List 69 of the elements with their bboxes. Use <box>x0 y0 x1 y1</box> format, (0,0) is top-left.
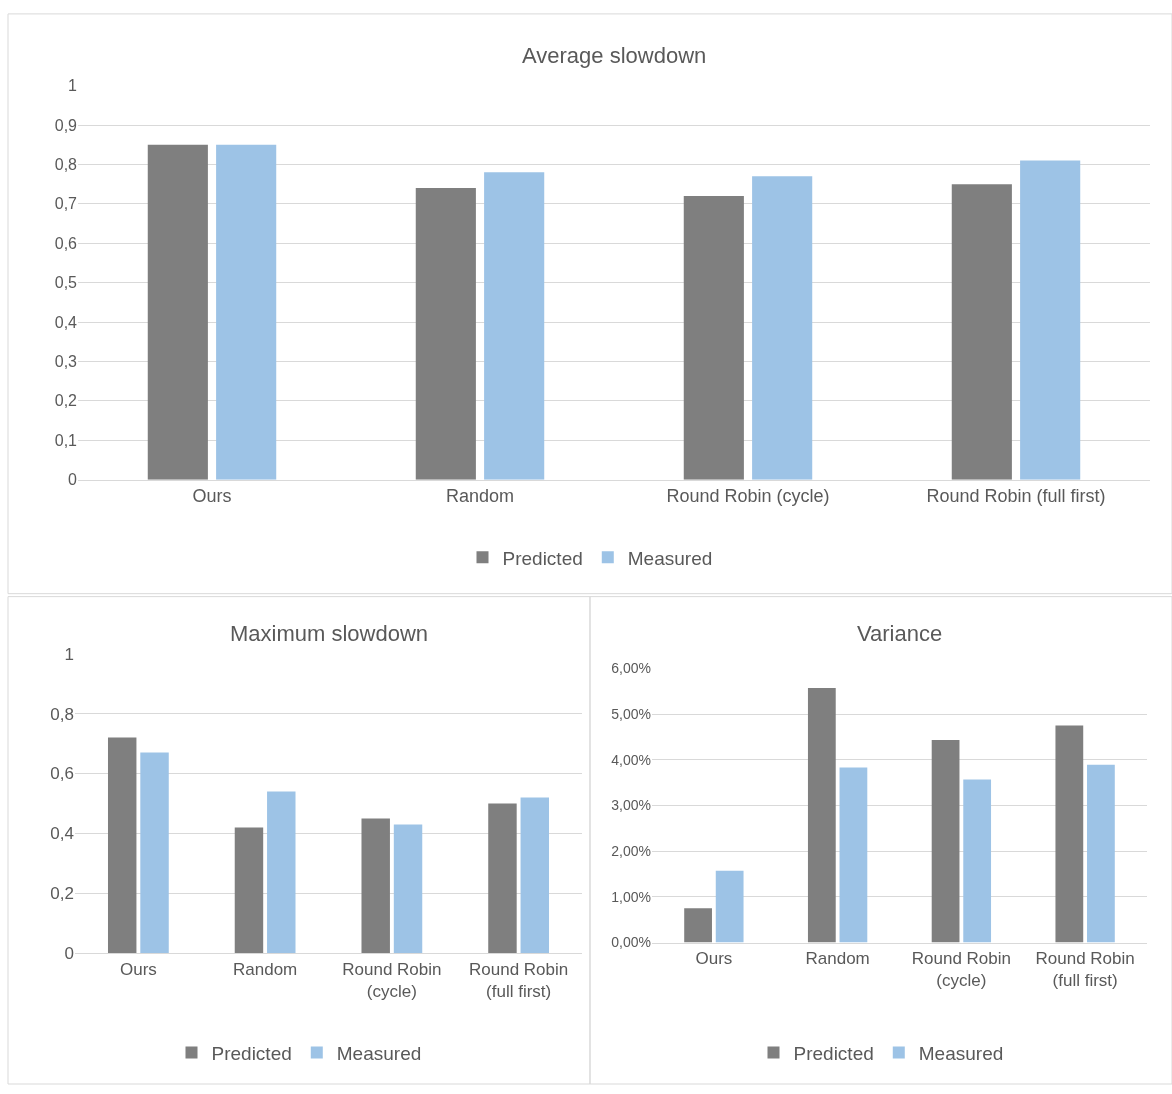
x-tick-label: Round Robin (full first) <box>1035 948 1135 990</box>
bar <box>361 818 390 954</box>
y-tick-label: 1,00% <box>611 888 651 905</box>
y-tick-label: 0,4 <box>54 313 78 331</box>
bar <box>107 737 137 954</box>
legend-label: Predicted <box>211 1042 292 1064</box>
x-tick-label: Round Robin (full first) <box>926 486 1106 507</box>
bar <box>216 144 277 480</box>
x-tick-label: Ours <box>192 486 232 507</box>
bar <box>415 188 476 480</box>
y-tick-label: 0,00% <box>611 934 651 951</box>
bar <box>267 791 296 954</box>
y-tick-label: 0,2 <box>54 392 78 410</box>
y-tick-label: 5,00% <box>611 705 651 722</box>
bar <box>1055 725 1084 943</box>
y-tick-label: 0,3 <box>54 353 78 371</box>
x-tick-label: Random <box>805 948 870 968</box>
bar <box>393 824 423 954</box>
x-tick-label: Random <box>445 486 515 507</box>
y-tick-label: 0,8 <box>54 156 78 174</box>
bar <box>752 176 813 480</box>
y-tick-label: 0,8 <box>50 704 74 724</box>
bar <box>931 740 960 943</box>
bar <box>488 803 517 954</box>
bar <box>715 870 744 943</box>
x-tick-label: Round Robin (cycle) <box>911 948 1012 990</box>
bar <box>484 172 545 480</box>
y-tick-label: 0,9 <box>54 116 78 134</box>
y-tick-label: 0,5 <box>54 274 78 292</box>
y-tick-label: 0,2 <box>50 884 74 904</box>
y-tick-label: 0,1 <box>54 431 78 449</box>
bar <box>683 195 744 480</box>
y-tick-label: 1 <box>68 77 78 95</box>
x-tick-label: Round Robin (full first) <box>469 959 569 1001</box>
y-tick-label: 2,00% <box>611 843 651 860</box>
bar <box>234 827 264 954</box>
legend-label: Measured <box>627 547 713 569</box>
legend-label: Measured <box>918 1042 1004 1064</box>
chart-title: Variance <box>857 621 943 646</box>
y-tick-label: 3,00% <box>611 797 651 814</box>
legend-label: Measured <box>336 1042 422 1064</box>
bar <box>684 908 712 943</box>
y-tick-label: 6,00% <box>611 660 651 677</box>
y-tick-label: 0,4 <box>50 824 74 844</box>
bar <box>1020 160 1081 480</box>
y-tick-label: 0 <box>64 944 74 964</box>
x-tick-label: Ours <box>695 948 733 968</box>
chart-title: Average slowdown <box>522 43 707 68</box>
bar <box>951 184 1012 480</box>
y-tick-label: 0,6 <box>54 234 78 252</box>
bar <box>963 779 992 943</box>
legend-label: Predicted <box>793 1042 874 1064</box>
bar <box>147 144 208 480</box>
bar <box>807 688 836 943</box>
y-tick-label: 1 <box>64 644 74 664</box>
bar <box>1087 764 1115 943</box>
x-tick-label: Ours <box>119 959 157 979</box>
y-tick-label: 0,7 <box>54 195 78 213</box>
y-tick-label: 4,00% <box>611 751 651 768</box>
y-tick-label: 0 <box>68 471 78 489</box>
x-tick-label: Round Robin (cycle) <box>342 959 442 1001</box>
x-tick-label: Random <box>233 959 298 979</box>
bar <box>839 767 868 943</box>
x-tick-label: Round Robin (cycle) <box>666 486 830 507</box>
y-tick-label: 0,6 <box>50 764 74 784</box>
chart-title: Maximum slowdown <box>230 621 429 646</box>
bar <box>520 797 550 954</box>
bar <box>140 752 169 954</box>
legend-label: Predicted <box>502 547 583 569</box>
